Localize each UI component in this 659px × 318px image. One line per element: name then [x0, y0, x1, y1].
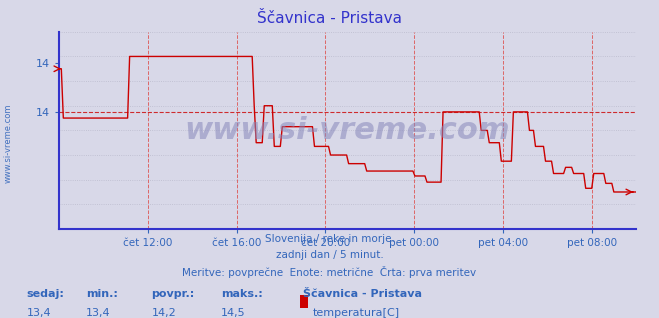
- Text: 14,5: 14,5: [221, 308, 245, 318]
- Text: Slovenija / reke in morje.: Slovenija / reke in morje.: [264, 234, 395, 244]
- Text: Ščavnica - Pristava: Ščavnica - Pristava: [257, 11, 402, 26]
- Text: 13,4: 13,4: [26, 308, 51, 318]
- Text: www.si-vreme.com: www.si-vreme.com: [3, 103, 13, 183]
- Text: Meritve: povprečne  Enote: metrične  Črta: prva meritev: Meritve: povprečne Enote: metrične Črta:…: [183, 266, 476, 278]
- Text: povpr.:: povpr.:: [152, 289, 195, 299]
- Text: www.si-vreme.com: www.si-vreme.com: [185, 116, 511, 145]
- Text: temperatura[C]: temperatura[C]: [313, 308, 400, 318]
- Text: 13,4: 13,4: [86, 308, 110, 318]
- Text: 14,2: 14,2: [152, 308, 177, 318]
- Text: zadnji dan / 5 minut.: zadnji dan / 5 minut.: [275, 250, 384, 259]
- Text: Ščavnica - Pristava: Ščavnica - Pristava: [303, 289, 422, 299]
- Text: min.:: min.:: [86, 289, 117, 299]
- Text: sedaj:: sedaj:: [26, 289, 64, 299]
- Text: maks.:: maks.:: [221, 289, 262, 299]
